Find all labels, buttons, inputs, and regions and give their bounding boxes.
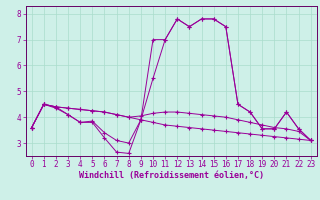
- X-axis label: Windchill (Refroidissement éolien,°C): Windchill (Refroidissement éolien,°C): [79, 171, 264, 180]
